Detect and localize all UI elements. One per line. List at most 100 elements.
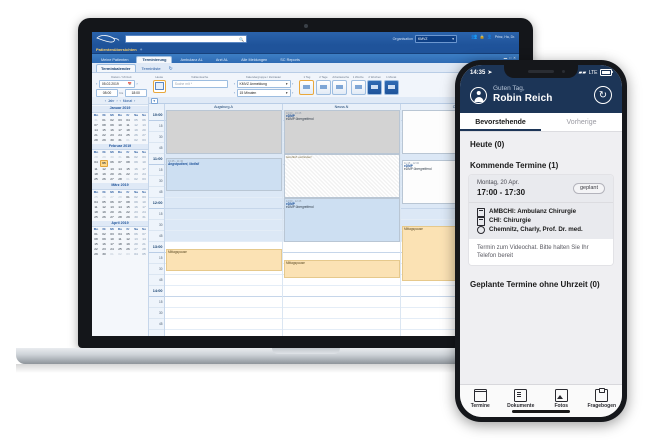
close-icon[interactable]: ✕: [513, 56, 516, 60]
mini-day[interactable]: 11: [94, 167, 98, 171]
lock-icon[interactable]: 🔒: [479, 34, 485, 39]
year-next-icon[interactable]: ›: [116, 98, 118, 103]
mini-day[interactable]: 22: [94, 247, 98, 251]
mini-day[interactable]: 29: [126, 214, 130, 219]
tab-arzt-al[interactable]: Arzt AL: [215, 57, 229, 62]
mini-day[interactable]: 21: [118, 172, 122, 176]
mini-day[interactable]: 04: [126, 117, 130, 122]
slot-cell[interactable]: [165, 220, 282, 231]
day-column-neuss-n[interactable]: 10:00 - 10:45 eDMP eDMP übergreifend berufl…: [283, 110, 401, 336]
slot-cell[interactable]: [165, 231, 282, 242]
mini-day[interactable]: 23: [134, 172, 138, 176]
mini-day[interactable]: 30: [110, 155, 114, 159]
calendar-group-dropdown[interactable]: KMVZ Anmeldung ▾: [236, 79, 291, 88]
group-icon[interactable]: 👥: [471, 33, 478, 40]
mini-day[interactable]: 25: [118, 247, 122, 251]
breadcrumb-label[interactable]: Patientenübersichten: [96, 46, 137, 52]
mini-day[interactable]: 13: [134, 237, 138, 241]
collapse-icon[interactable]: ▼: [151, 97, 158, 105]
mini-day[interactable]: 09: [102, 237, 106, 241]
mini-day[interactable]: 14: [94, 127, 98, 132]
mini-day[interactable]: 20: [110, 209, 114, 214]
mini-day[interactable]: 30: [134, 214, 138, 219]
minimize-icon[interactable]: ▬: [503, 56, 508, 60]
year-prev-icon[interactable]: ‹: [104, 98, 106, 103]
mini-day[interactable]: 06: [110, 160, 114, 164]
slot-cell[interactable]: [283, 286, 400, 297]
mini-day[interactable]: 18: [94, 209, 98, 214]
organisation-dropdown[interactable]: KMVZ ▾: [415, 35, 457, 43]
mini-day[interactable]: 12: [102, 204, 106, 209]
window-controls[interactable]: ▬ □ ✕: [504, 56, 516, 60]
tab-bevorstehende[interactable]: Bevorstehende: [460, 113, 541, 131]
mini-day[interactable]: 25: [94, 194, 98, 199]
mini-day[interactable]: 09: [134, 160, 138, 164]
mini-day[interactable]: 29: [94, 252, 98, 256]
mini-day[interactable]: 05: [126, 232, 130, 236]
mini-day[interactable]: 23: [110, 132, 114, 137]
mini-day[interactable]: 21: [142, 242, 146, 246]
mini-day[interactable]: 27: [110, 194, 114, 199]
mini-day[interactable]: 07: [118, 199, 122, 204]
mini-day[interactable]: 06: [142, 117, 146, 122]
tabbar-item-fotos[interactable]: Fotos: [541, 388, 582, 409]
today-button[interactable]: [152, 79, 166, 93]
mini-day[interactable]: 22: [102, 132, 106, 137]
next-day-icon[interactable]: ›: [136, 81, 138, 86]
mini-day[interactable]: 17: [142, 167, 146, 171]
mini-day[interactable]: 10: [142, 199, 146, 204]
mini-day[interactable]: 03: [142, 194, 146, 199]
filter-next-icon[interactable]: ›: [292, 81, 294, 86]
month-next-icon[interactable]: ›: [134, 98, 136, 103]
mini-day[interactable]: 04: [94, 199, 98, 204]
mini-day[interactable]: 03: [142, 137, 146, 142]
mini-day[interactable]: 18: [94, 172, 98, 176]
slot-cell[interactable]: [283, 297, 400, 308]
mini-day[interactable]: 23: [134, 209, 138, 214]
mini-day[interactable]: 08: [126, 160, 130, 164]
calendar-event[interactable]: Mittagspause: [283, 260, 400, 278]
mini-day[interactable]: 25: [94, 177, 98, 181]
mini-day[interactable]: 08: [94, 237, 98, 241]
mini-day[interactable]: 19: [134, 127, 138, 132]
slot-cell[interactable]: [283, 319, 400, 330]
calendar-event[interactable]: beruflich verhindert: [283, 154, 400, 198]
mini-day[interactable]: 20: [110, 172, 114, 176]
global-search-input[interactable]: 🔍: [125, 35, 247, 43]
mini-day[interactable]: 13: [110, 204, 114, 209]
mini-day[interactable]: 28: [118, 214, 122, 219]
mini-day[interactable]: 31: [142, 214, 146, 219]
mini-day[interactable]: 01: [110, 252, 114, 256]
calendar-event[interactable]: [165, 110, 282, 154]
mini-day[interactable]: 28: [142, 247, 146, 251]
tabbar-item-fragebogen[interactable]: Fragebogen: [582, 388, 623, 409]
mini-day[interactable]: 02: [118, 252, 122, 256]
mini-day[interactable]: 13: [110, 167, 114, 171]
tabbar-item-termine[interactable]: Termine: [460, 388, 501, 409]
maximize-icon[interactable]: □: [509, 56, 512, 60]
mini-day[interactable]: 11: [118, 237, 122, 241]
mini-day[interactable]: 12: [126, 237, 130, 241]
mini-day[interactable]: 02: [134, 137, 138, 142]
mini-day[interactable]: 16: [110, 127, 114, 132]
mini-day[interactable]: 14: [118, 167, 122, 171]
tab-alle-meldungen[interactable]: Alle Meldungen: [241, 57, 268, 62]
column-header-neuss[interactable]: Neuss.N: [283, 104, 401, 111]
raster-prev-icon[interactable]: ‹: [233, 90, 236, 95]
slot-cell[interactable]: [283, 308, 400, 319]
mini-day[interactable]: 05: [134, 117, 138, 122]
mini-day[interactable]: 15: [126, 204, 130, 209]
slot-cell[interactable]: [165, 198, 282, 209]
view-button-2-tage[interactable]: [315, 79, 331, 95]
mini-day[interactable]: 20: [134, 242, 138, 246]
tab-sc-reports[interactable]: SC Reports: [280, 57, 300, 62]
subtab-terminkalender[interactable]: Terminkalender: [96, 64, 136, 72]
mini-day[interactable]: 17: [118, 127, 122, 132]
mini-day[interactable]: 01: [126, 137, 130, 142]
mini-day[interactable]: 27: [110, 214, 114, 219]
tab-meine-patienten[interactable]: Meine Patienten: [101, 57, 129, 62]
mini-day[interactable]: 16: [134, 167, 138, 171]
mini-day[interactable]: 15: [102, 127, 106, 132]
column-header-augsburg[interactable]: Augsburg.A: [165, 104, 283, 111]
slot-cell[interactable]: [283, 242, 400, 253]
